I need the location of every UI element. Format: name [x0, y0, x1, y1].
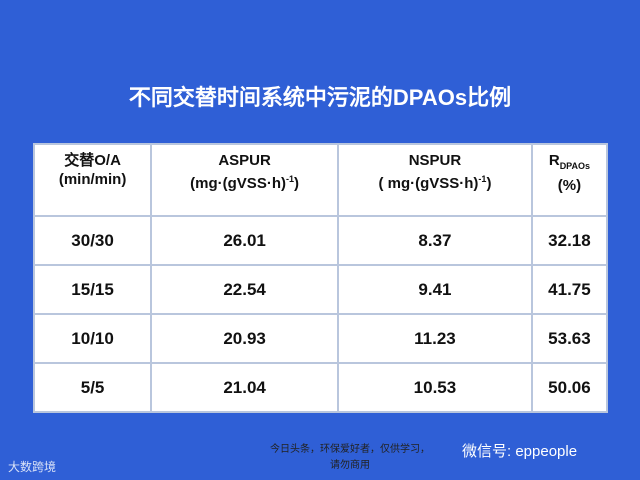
- slide-title: 不同交替时间系统中污泥的DPAOs比例: [128, 85, 512, 110]
- header-cell: RDPAOs (%): [530, 143, 609, 217]
- header-text: (%): [557, 177, 582, 194]
- header-row: 交替O/A (min/min) ASPUR (mg·(gVSS·h)-1) NSPU…: [32, 143, 609, 217]
- header-text: (min/min): [58, 171, 127, 188]
- logo-text: 大数跨境: [8, 460, 57, 474]
- header-text: R: [548, 152, 560, 169]
- table-row: 10/10 20.93 11.23 53.63: [32, 313, 609, 364]
- header-unit: ( mg·(gVSS·h): [378, 175, 479, 192]
- table-cell: 26.01: [150, 215, 340, 266]
- data-table: 交替O/A (min/min) ASPUR (mg·(gVSS·h)-1) NSPU…: [32, 143, 609, 413]
- header-cell: NSPUR ( mg·(gVSS·h)-1): [337, 143, 533, 217]
- table-row: 30/30 26.01 8.37 32.18: [32, 215, 609, 266]
- header-text: 交替O/A: [64, 152, 121, 169]
- table-cell: 10.53: [337, 362, 533, 413]
- table-cell: 32.18: [530, 215, 609, 266]
- header-text: ASPUR: [218, 152, 271, 169]
- table-cell: 21.04: [150, 362, 340, 413]
- header-text: NSPUR: [408, 152, 462, 169]
- table-cell: 50.06: [530, 362, 609, 413]
- footer-note: 今日头条，环保爱好者，仅供学习，: [270, 444, 430, 455]
- header-sup: -1: [478, 174, 487, 184]
- table-cell: 20.93: [150, 313, 340, 364]
- table-row: 5/5 21.04 10.53 50.06: [32, 362, 609, 413]
- table-cell: 8.37: [337, 215, 533, 266]
- table-cell: 15/15: [32, 264, 153, 315]
- table-cell: 10/10: [32, 313, 153, 364]
- table-cell: 53.63: [530, 313, 609, 364]
- header-unit: (mg·(gVSS·h): [190, 175, 286, 192]
- header-cell: 交替O/A (min/min): [32, 143, 153, 217]
- table-cell: 9.41: [337, 264, 533, 315]
- wechat-id: 微信号: eppeople: [462, 443, 578, 460]
- header-unit: ): [294, 175, 299, 192]
- table-cell: 41.75: [530, 264, 609, 315]
- header-cell: ASPUR (mg·(gVSS·h)-1): [150, 143, 340, 217]
- table-cell: 22.54: [150, 264, 340, 315]
- table-cell: 30/30: [32, 215, 153, 266]
- table-cell: 11.23: [337, 313, 533, 364]
- table-cell: 5/5: [32, 362, 153, 413]
- footer-note: 请勿商用: [330, 460, 370, 471]
- header-sup: -1: [285, 174, 294, 184]
- header-sub: DPAOs: [559, 161, 591, 171]
- header-unit: ): [486, 175, 492, 192]
- table-row: 15/15 22.54 9.41 41.75: [32, 264, 609, 315]
